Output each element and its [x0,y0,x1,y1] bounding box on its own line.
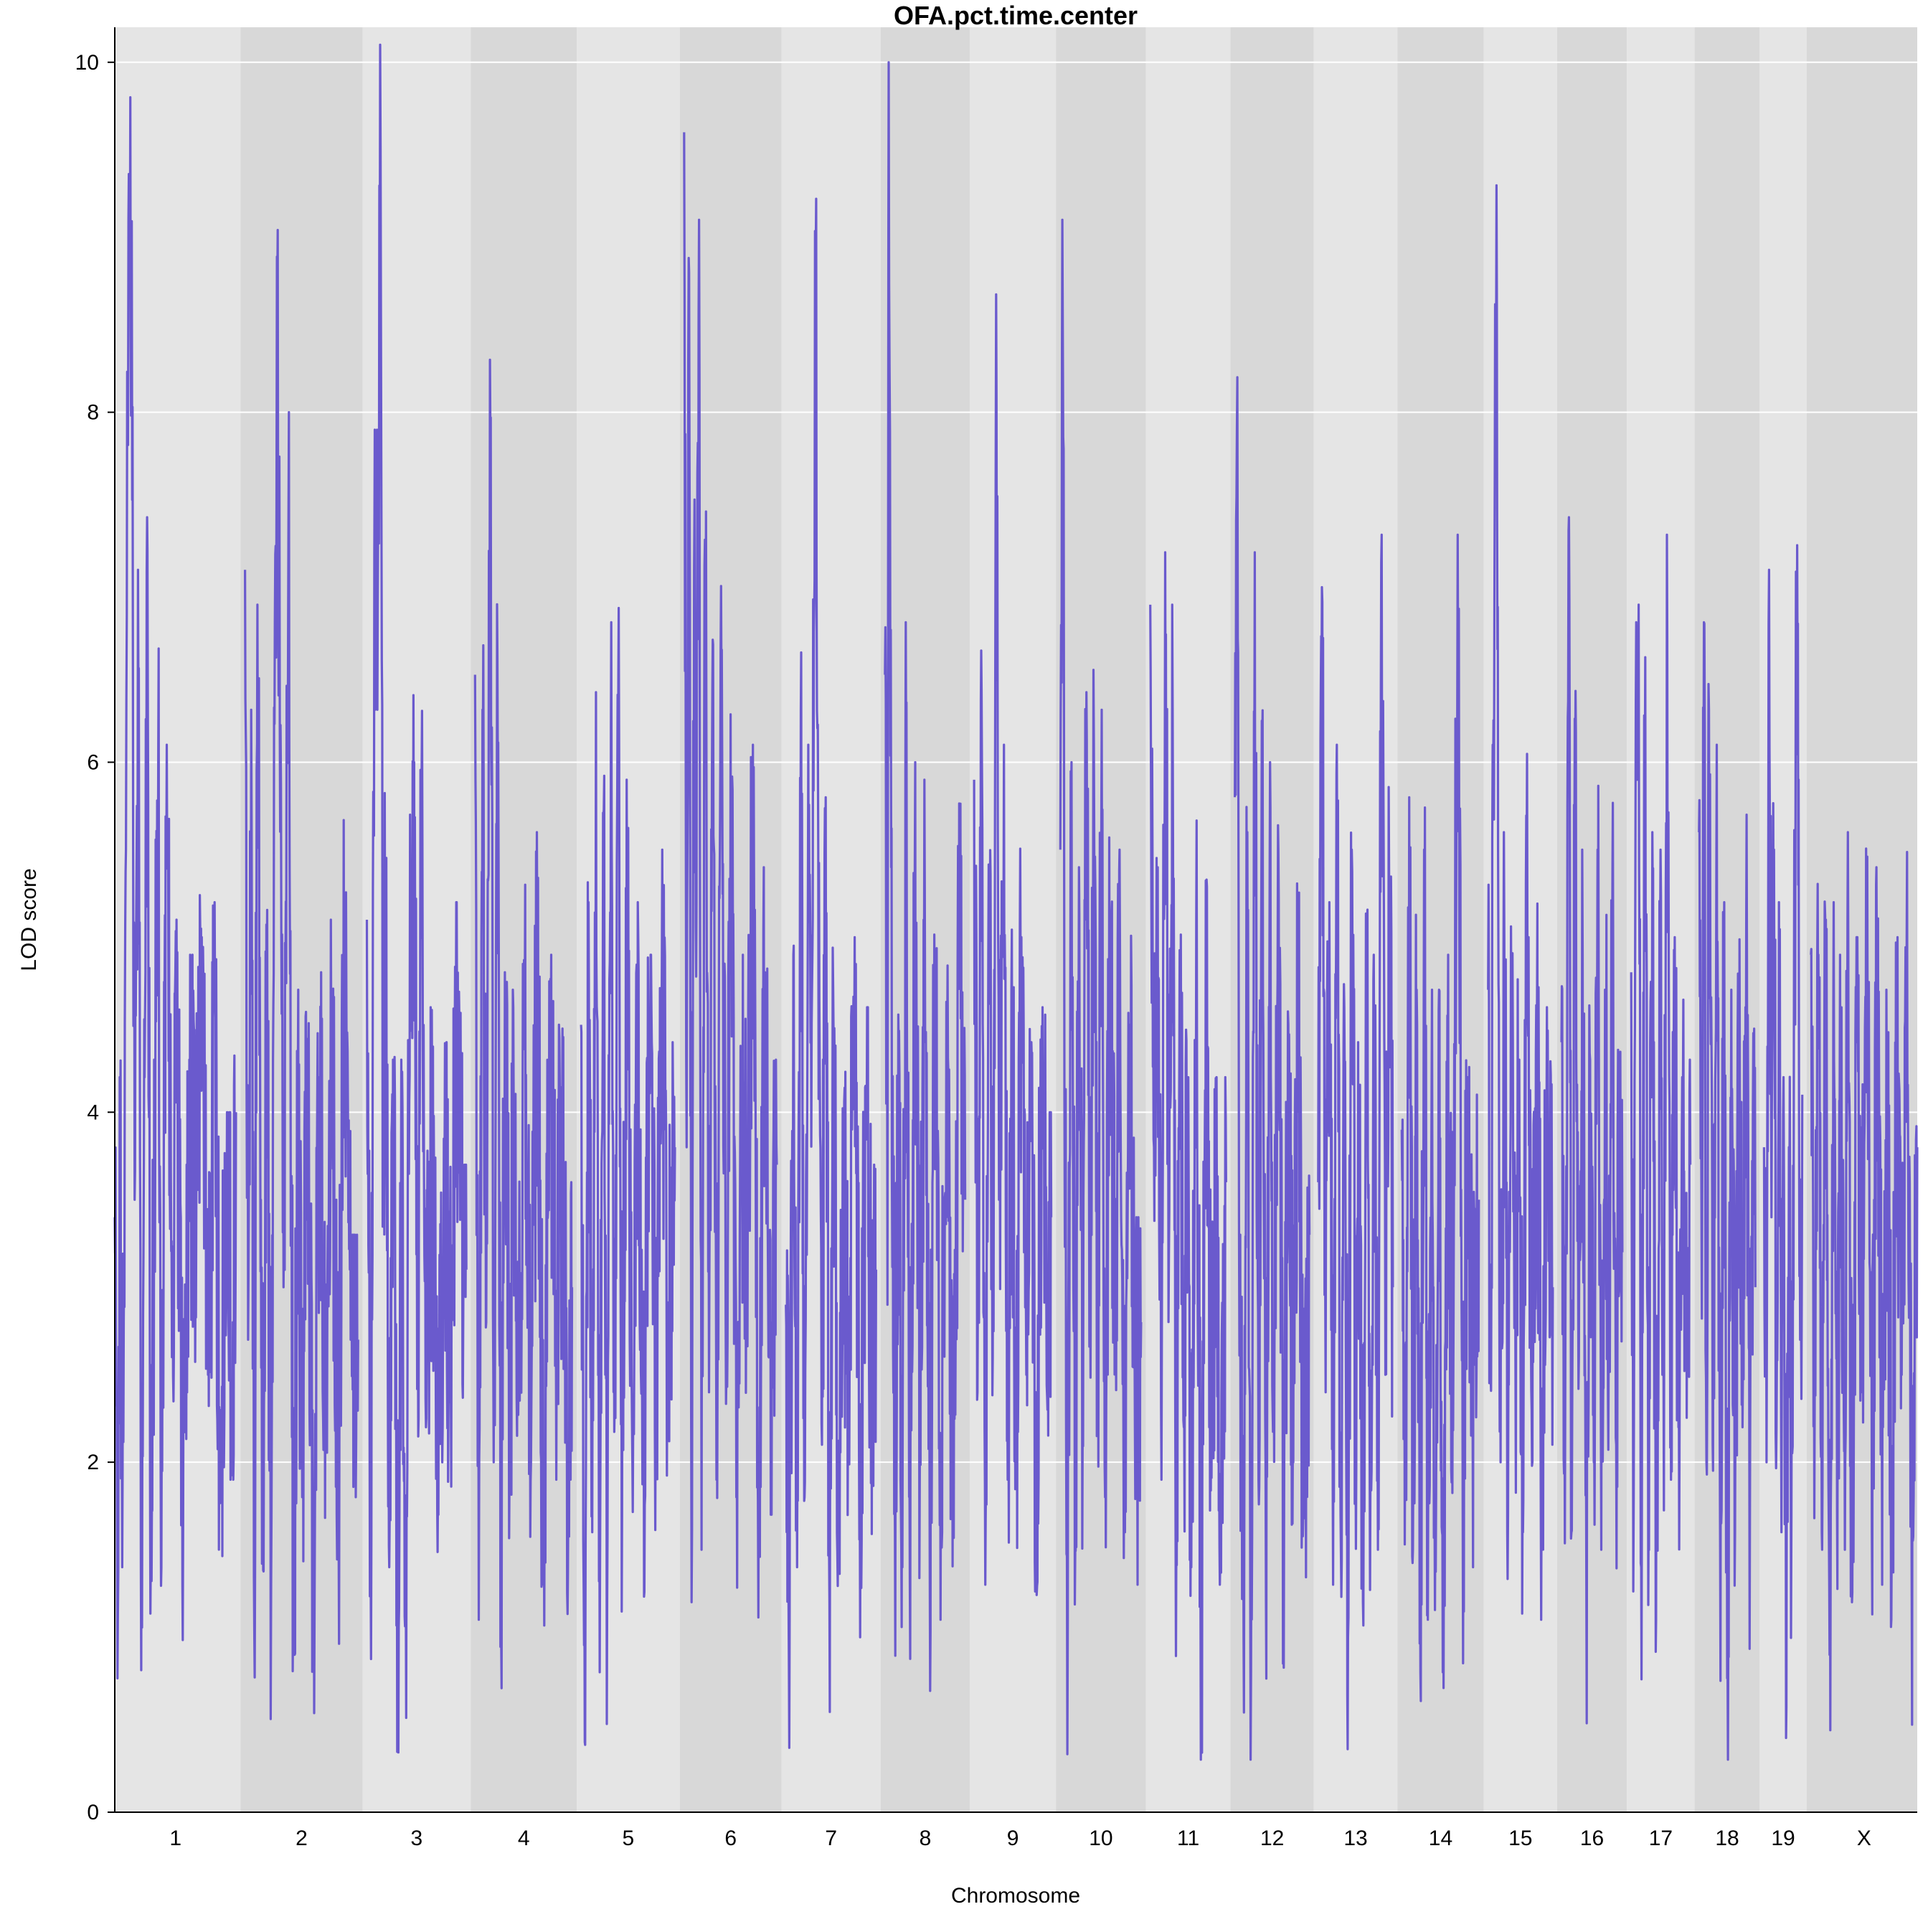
y-tick-label-0: 0 [87,1801,99,1824]
x-tick-label-18: 18 [1715,1827,1739,1850]
x-tick-label-10: 10 [1089,1827,1112,1850]
y-tick-label-8: 8 [87,401,99,425]
x-tick-label-14: 14 [1429,1827,1452,1850]
x-tick-label-2: 2 [296,1827,308,1850]
lod-curve-chr-X [1810,831,1919,1732]
lod-curve-chr-8 [884,61,967,1692]
x-tick-label-13: 13 [1343,1827,1367,1850]
lod-curve-chr-14 [1400,533,1480,1702]
lod-curve-chr-19 [1762,544,1804,1740]
lod-curve-chr-17 [1630,533,1692,1681]
lod-curve-chr-12 [1233,376,1311,1761]
chromosome-band-11 [1145,27,1231,1812]
lod-curve-chr-16 [1560,516,1624,1725]
y-axis-label: LOD score [17,868,41,971]
x-tick-label-19: 19 [1771,1827,1795,1850]
y-tick-label-4: 4 [87,1101,99,1124]
lod-curve-layer [113,43,1919,1761]
x-tick-label-15: 15 [1508,1827,1532,1850]
x-tick-label-7: 7 [825,1827,837,1850]
x-tick-label-17: 17 [1649,1827,1673,1850]
chromosome-band-16 [1556,27,1627,1812]
lod-curve-chr-10 [1059,218,1143,1756]
x-tick-label-6: 6 [724,1827,737,1850]
lod-curve-chr-4 [473,358,574,1690]
y-tick-label-2: 2 [87,1451,99,1474]
lod-curve-chr-5 [580,606,676,1746]
lod-curve-chr-9 [973,293,1053,1596]
lod-curve-chr-1 [113,96,237,1679]
chromosome-band-15 [1483,27,1557,1812]
x-tick-label-8: 8 [920,1827,932,1850]
lod-curve-chr-6 [683,132,778,1619]
lod-curve-chr-3 [365,43,468,1754]
lod-curve-chr-2 [244,229,359,1720]
lod-curve-chr-18 [1698,621,1757,1761]
lod-curve-chr-13 [1317,533,1394,1750]
lod-curve-chr-7 [785,197,878,1749]
x-tick-label-16: 16 [1580,1827,1604,1850]
lod-curve-chr-11 [1149,551,1228,1761]
x-tick-label-11: 11 [1177,1827,1199,1850]
x-tick-label-5: 5 [623,1827,635,1850]
chart-title: OFA.pct.time.center [894,1,1138,30]
x-tick-label-12: 12 [1260,1827,1284,1850]
y-tick-label-6: 6 [87,750,99,774]
x-tick-label-4: 4 [518,1827,530,1850]
x-tick-label-9: 9 [1007,1827,1019,1850]
x-tick-label-X: X [1857,1827,1871,1850]
lod-curve-chr-15 [1487,184,1554,1621]
x-tick-label-1: 1 [169,1827,181,1850]
x-tick-label-3: 3 [411,1827,423,1850]
x-axis-label: Chromosome [951,1884,1080,1908]
y-tick-label-10: 10 [75,51,99,75]
